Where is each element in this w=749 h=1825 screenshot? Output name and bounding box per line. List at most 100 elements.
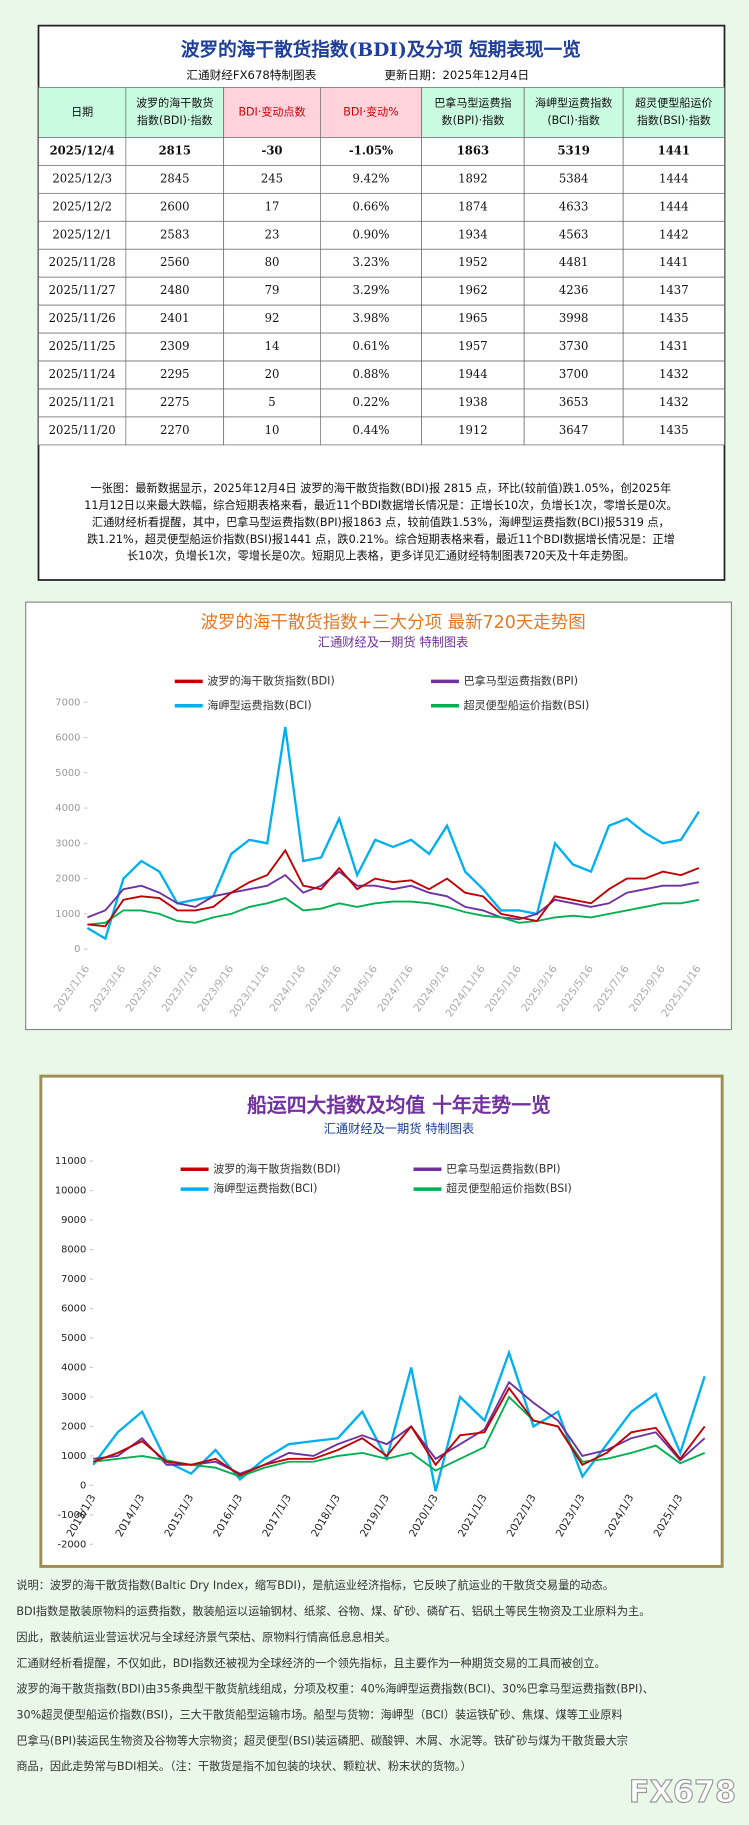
- series-line: [87, 870, 700, 921]
- table-cell: [421, 220, 525, 250]
- cell-text: 3.98%: [353, 311, 390, 325]
- table-cell: [622, 416, 725, 446]
- header-text: BDI·变动点数: [238, 104, 305, 118]
- legend-label: 海岬型运费指数(BCI): [207, 698, 311, 712]
- y-tick-label: 3000: [55, 838, 80, 849]
- table-cell: [523, 165, 624, 194]
- series-line: [87, 848, 700, 928]
- cell-text: 1435: [659, 311, 689, 325]
- note-line: 说明：波罗的海干散货指数(Baltic Dry Index，缩写BDI)，是航运…: [16, 1578, 614, 1592]
- y-tick-label: 7000: [61, 1274, 86, 1285]
- cell-text: 2401: [160, 311, 190, 325]
- note-line: BDI指数是散装原物料的运费指数，散装船运以运输钢材、纸浆、谷物、煤、矿砂、磷矿…: [16, 1604, 650, 1618]
- table-cell: [223, 360, 321, 390]
- cell-text: 1957: [458, 339, 488, 353]
- table-cell: [523, 416, 624, 446]
- header-text: 超灵便型船运价: [635, 96, 712, 110]
- table-cell: [622, 388, 725, 418]
- cell-text: 4236: [559, 283, 589, 297]
- table-cell: [622, 165, 725, 194]
- header-cell: [125, 86, 225, 138]
- chart-panel: [39, 1074, 724, 1568]
- cell-text: 2025/12/2: [52, 199, 112, 213]
- cell-text: 3647: [559, 423, 589, 437]
- summary-line: 11月12日以来最大跌幅，综合短期表格来看，最近11个BDI数据增长情况是：正增…: [84, 498, 677, 512]
- cell-text: 2480: [160, 283, 190, 297]
- cell-text: 1444: [659, 171, 689, 185]
- header-text: 日期: [71, 105, 93, 118]
- y-tick-label: 11000: [55, 1156, 86, 1167]
- cell-text: 245: [261, 171, 283, 185]
- y-tick-label: 10000: [55, 1186, 86, 1197]
- y-tick-label: 2000: [61, 1421, 86, 1432]
- chart-subtitle: 汇通财经及一期货 特制图表: [324, 1121, 475, 1136]
- cell-text: 0.90%: [353, 227, 390, 241]
- header-text: 指数(BSI)·指数: [637, 113, 711, 127]
- series-line: [87, 897, 700, 926]
- cell-text: 14: [265, 339, 280, 353]
- table-cell: [421, 248, 525, 278]
- cell-text: 1863: [457, 143, 489, 157]
- header-text: 数(BPI)·指数: [442, 113, 505, 127]
- cell-text: 5319: [557, 143, 589, 157]
- table-cell: [223, 220, 321, 250]
- table-cell: [223, 192, 321, 222]
- table-cell: [38, 220, 127, 250]
- y-tick-label: 0: [74, 944, 80, 955]
- table-cell: [125, 332, 225, 362]
- cell-text: 0.66%: [353, 199, 390, 213]
- header-text: 巴拿马型运费指: [434, 96, 511, 110]
- cell-text: 92: [265, 311, 280, 325]
- table-cell: [125, 276, 225, 306]
- cell-text: 1441: [659, 255, 689, 269]
- cell-text: 2025/11/24: [49, 367, 116, 381]
- header-cell: [421, 86, 525, 138]
- y-tick-label: -1000: [58, 1510, 87, 1521]
- table-cell: [421, 332, 525, 362]
- table-cell: [223, 137, 321, 166]
- cell-text: 0.44%: [353, 423, 390, 437]
- cell-text: 3700: [559, 367, 589, 381]
- legend-label: 巴拿马型运费指数(BPI): [464, 673, 579, 687]
- cell-text: 79: [265, 283, 280, 297]
- cell-text: 1892: [458, 171, 488, 185]
- y-tick-label: 0: [80, 1480, 86, 1491]
- source: 汇通财经FX678特制图表: [186, 68, 316, 82]
- legend-label: 巴拿马型运费指数(BPI): [446, 1161, 561, 1175]
- header-cell: [622, 86, 725, 138]
- summary-line: 汇通财经析看提醒，其中，巴拿马型运费指数(BPI)报1863 点，较前值跌1.5…: [92, 515, 670, 529]
- table-cell: [523, 192, 624, 222]
- table-cell: [125, 416, 225, 446]
- summary-line: 长10次，负增长1次，零增长是0次。短期见上表格，更多详见汇通财经特制图表720…: [127, 549, 635, 563]
- cell-text: 1965: [458, 311, 488, 325]
- cell-text: 9.42%: [353, 171, 390, 185]
- table-cell: [125, 220, 225, 250]
- cell-text: 1441: [658, 143, 690, 157]
- table-cell: [523, 276, 624, 306]
- cell-text: 2025/11/28: [49, 255, 116, 269]
- table-cell: [421, 360, 525, 390]
- y-tick-label: 4000: [61, 1362, 86, 1373]
- cell-text: 2025/11/27: [49, 283, 116, 297]
- cell-text: 2600: [160, 199, 190, 213]
- legend-label: 海岬型运费指数(BCI): [213, 1181, 317, 1195]
- cell-text: 2815: [159, 143, 191, 157]
- table-cell: [622, 137, 725, 166]
- chart-subtitle: 汇通财经及一期货 特制图表: [318, 634, 469, 649]
- legend-label: 超灵便型船运价指数(BSI): [464, 698, 590, 712]
- table-cell: [38, 192, 127, 222]
- table-cell: [125, 388, 225, 418]
- cell-text: 3730: [559, 339, 589, 353]
- y-tick-label: 4000: [55, 803, 80, 814]
- cell-text: 2025/11/20: [49, 423, 116, 437]
- cell-text: 5: [268, 395, 275, 409]
- table-cell: [622, 360, 725, 390]
- header-text: 波罗的海干散货: [136, 96, 213, 110]
- table-cell: [421, 137, 525, 166]
- table-cell: [125, 304, 225, 334]
- cell-text: 2560: [160, 255, 190, 269]
- table-cell: [223, 416, 321, 446]
- cell-text: 2025/12/1: [52, 227, 112, 241]
- header-text: 指数(BDI)·指数: [137, 113, 213, 127]
